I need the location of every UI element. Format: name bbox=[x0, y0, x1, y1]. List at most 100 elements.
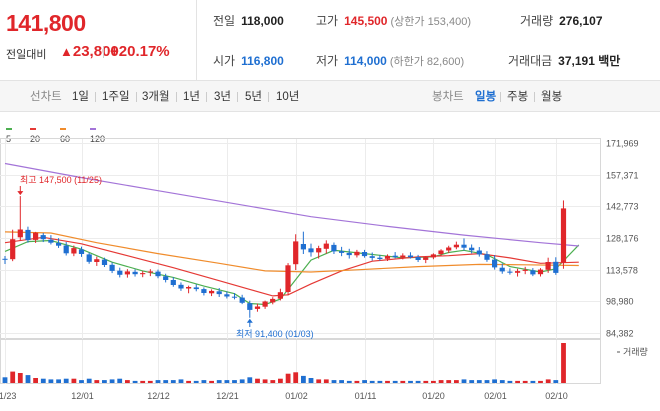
candle-body bbox=[300, 244, 306, 250]
candle-body bbox=[346, 252, 352, 256]
volume-bar bbox=[170, 380, 176, 383]
y-tick-label: 157,371 bbox=[606, 171, 639, 181]
annotations: 최고 147,500 (11/25) 최저 91,400 (01/03) 거래량 bbox=[17, 175, 648, 357]
x-tick-label: 02/01 bbox=[484, 391, 507, 401]
volume-bar bbox=[392, 380, 398, 383]
candle-chart-label[interactable]: 봉차트 bbox=[432, 91, 464, 103]
volume-bar bbox=[94, 380, 100, 383]
candle-monthly-tab[interactable]: 월봉 bbox=[541, 91, 563, 103]
volume-bar bbox=[178, 379, 184, 383]
volume-bar bbox=[117, 378, 123, 383]
volume-bar bbox=[438, 380, 444, 383]
volume-bar bbox=[2, 377, 8, 383]
candle-body bbox=[247, 303, 253, 310]
volume-bar bbox=[262, 379, 268, 383]
candle-body bbox=[224, 294, 230, 297]
candle-body bbox=[17, 229, 23, 238]
x-tick-label: 01/20 bbox=[422, 391, 445, 401]
volume-bar bbox=[155, 380, 161, 383]
change-amount: 23,800 bbox=[72, 43, 119, 60]
volume-bar bbox=[186, 380, 191, 383]
period-3y[interactable]: 3년 bbox=[214, 91, 231, 103]
candle-body bbox=[71, 248, 77, 254]
volume-bar bbox=[331, 380, 337, 383]
candle-body bbox=[94, 259, 100, 262]
period-5y[interactable]: 5년 bbox=[245, 91, 262, 103]
volume-bar bbox=[25, 375, 31, 383]
volume-bar bbox=[316, 379, 322, 383]
volume-bar bbox=[362, 380, 367, 383]
candle-body bbox=[170, 280, 176, 285]
volume-bar bbox=[86, 378, 92, 383]
candle-weekly-tab[interactable]: 주봉 bbox=[507, 91, 529, 103]
candle-body bbox=[461, 244, 467, 248]
candle-body bbox=[25, 229, 31, 241]
period-1w[interactable]: 1주일 bbox=[102, 91, 130, 103]
volume-bar bbox=[79, 380, 84, 383]
high-arrow-head-icon bbox=[17, 191, 24, 196]
candle-body bbox=[484, 254, 490, 260]
period-1d[interactable]: 1일 bbox=[72, 91, 89, 103]
day-high: 고가 145,500 (상한가 153,400) bbox=[316, 14, 471, 28]
candle-body bbox=[438, 250, 444, 254]
candle-daily-tab[interactable]: 일봉 bbox=[475, 91, 497, 103]
change-value: ▲23,800 bbox=[60, 43, 119, 60]
candle-body bbox=[109, 264, 115, 271]
current-price: 141,800 bbox=[6, 10, 86, 36]
candles bbox=[2, 196, 567, 318]
candle-body bbox=[453, 244, 459, 248]
candle-body bbox=[400, 255, 406, 258]
candle-body bbox=[86, 254, 92, 262]
candle-body bbox=[124, 271, 130, 275]
candle-body bbox=[193, 287, 199, 290]
candle-body bbox=[270, 298, 276, 303]
candle-body bbox=[553, 261, 559, 273]
candle-body bbox=[469, 247, 475, 251]
y-tick-label: 98,980 bbox=[606, 297, 634, 307]
candle-body bbox=[492, 259, 498, 268]
y-tick-label: 84,382 bbox=[606, 329, 634, 339]
candle-body bbox=[63, 245, 69, 254]
change-label: 전일대비 bbox=[6, 49, 47, 61]
candle-body bbox=[254, 306, 261, 309]
candle-body bbox=[262, 301, 268, 307]
volume-bar bbox=[415, 380, 421, 383]
candle-body bbox=[354, 251, 360, 256]
day-low: 저가 114,000 (하한가 82,600) bbox=[316, 54, 465, 68]
high-annotation: 최고 147,500 (11/25) bbox=[20, 175, 102, 185]
candle-body bbox=[231, 296, 238, 298]
volume-bar bbox=[538, 380, 543, 383]
legend-swatch bbox=[6, 127, 12, 130]
volume-bar bbox=[346, 380, 352, 383]
axis-labels: 171,969 157,371 142,773 128,176 113,578 98,98… bbox=[0, 139, 639, 402]
candle-body bbox=[40, 235, 46, 240]
y-tick-label: 128,176 bbox=[606, 234, 639, 244]
x-tick-label: 02/10 bbox=[545, 391, 568, 401]
open-price: 시가 116,800 bbox=[213, 54, 284, 68]
volume-bar bbox=[247, 377, 253, 383]
legend-swatch bbox=[90, 127, 96, 130]
period-1y[interactable]: 1년 bbox=[183, 91, 200, 103]
volume-bar bbox=[354, 380, 360, 383]
x-tick-label: 01/02 bbox=[285, 391, 308, 401]
candle-body bbox=[201, 289, 207, 293]
ma120-line bbox=[4, 162, 579, 247]
volume-bar bbox=[499, 380, 505, 383]
volume-bars bbox=[2, 343, 566, 383]
volume-bar bbox=[216, 380, 222, 383]
volume-bar bbox=[492, 379, 497, 383]
candle-body bbox=[507, 271, 513, 273]
candle-body bbox=[339, 251, 345, 253]
volume: 거래량 276,107 bbox=[520, 14, 603, 28]
legend-swatch bbox=[60, 127, 66, 130]
volume-bar bbox=[10, 371, 16, 383]
candle-body bbox=[155, 271, 161, 277]
line-chart-tab[interactable]: 선차트 bbox=[30, 91, 62, 103]
low-annotation: 최저 91,400 (01/03) bbox=[236, 329, 314, 339]
period-10y[interactable]: 10년 bbox=[276, 91, 300, 103]
x-tick-label: 01/11 bbox=[355, 391, 377, 401]
candle-body bbox=[33, 232, 39, 240]
candle-body bbox=[285, 265, 291, 292]
period-3m[interactable]: 3개월 bbox=[142, 91, 170, 103]
